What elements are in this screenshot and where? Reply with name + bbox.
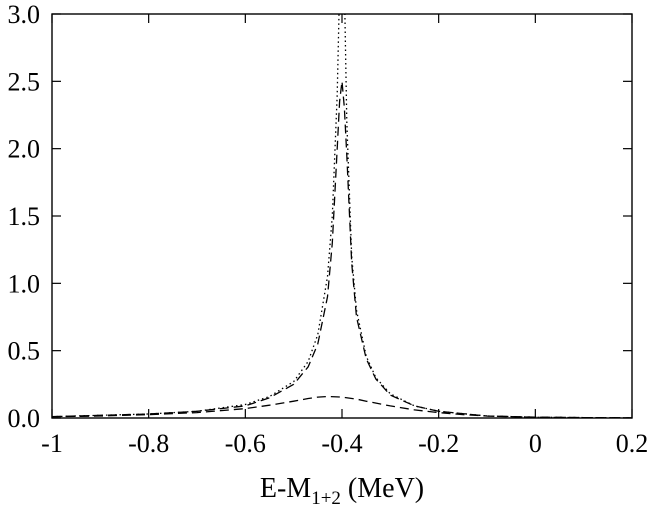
- y-tick-label: 2.5: [8, 67, 41, 96]
- series-line-2: [52, 80, 632, 418]
- x-axis-label-suffix: (MeV): [341, 473, 424, 504]
- x-axis-label-main: E-M: [260, 473, 311, 504]
- y-tick-label: 3.0: [8, 0, 41, 29]
- x-tick-label: 0: [529, 429, 542, 458]
- x-tick-label: -0.6: [225, 429, 266, 458]
- x-tick-label: -0.2: [418, 429, 459, 458]
- y-tick-label: 2.0: [8, 135, 41, 164]
- series-layer: [52, 14, 632, 418]
- y-tick-label: 1.0: [8, 269, 41, 298]
- x-tick-label: 0.2: [616, 429, 649, 458]
- y-tick-label: 1.5: [8, 202, 41, 231]
- x-tick-label: -0.4: [321, 429, 362, 458]
- y-tick-label: 0.0: [8, 404, 41, 433]
- x-axis-label-subscript: 1+2: [311, 488, 341, 507]
- series-line-1: [52, 14, 632, 418]
- ticks-layer: -1 -0.8 -0.6 -0.4 -0.2 0 0.2 0.0 0.5 1.0 1.5 2.0 2.5…: [8, 0, 649, 458]
- x-tick-label: -1: [41, 429, 63, 458]
- y-tick-label: 0.5: [8, 337, 41, 366]
- x-axis-label: E-M1+2 (MeV): [260, 473, 424, 507]
- plot-frame: [51, 13, 633, 419]
- series-line-3: [52, 395, 632, 418]
- x-tick-label: -0.8: [128, 429, 169, 458]
